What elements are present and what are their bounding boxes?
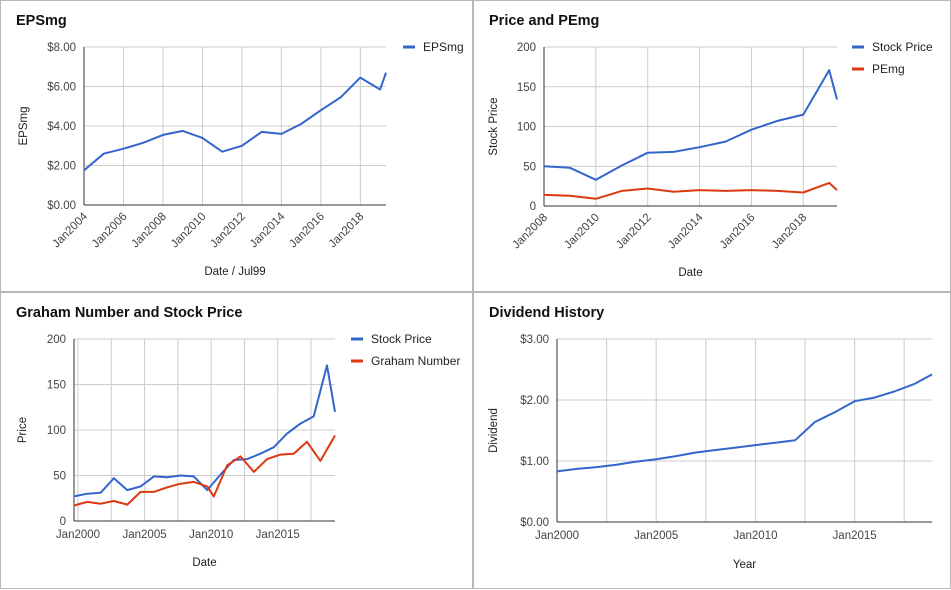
series-line-pemg xyxy=(543,181,838,200)
chart-panel-graham: 0 50 100 150 200 Jan2000 Jan2005 Jan2010 Jan2015… xyxy=(0,292,473,589)
y-tick-label: $1.00 xyxy=(520,456,549,468)
y-tick-label: 100 xyxy=(47,425,66,437)
x-tick-label: Jan2014 xyxy=(666,211,706,251)
series-line-stock-price xyxy=(543,69,838,181)
legend-label-graham-number: Graham Number xyxy=(371,354,460,368)
y-axis-label: Price xyxy=(17,417,29,443)
y-tick-label: $2.00 xyxy=(47,161,76,173)
x-tick-label: Jan2010 xyxy=(562,212,602,252)
y-tick-label: 0 xyxy=(60,516,66,528)
y-tick-label: $0.00 xyxy=(520,517,549,529)
x-tick-label: Jan2006 xyxy=(90,211,130,251)
chart-panel-epsmg: $0.00 $2.00 $4.00 $6.00 $8.00 Jan2004 Jan2006 J… xyxy=(0,0,473,292)
chart-title: Price and PEmg xyxy=(489,13,600,29)
x-tick-label: Jan2010 xyxy=(169,211,209,251)
series-line-epsmg xyxy=(83,72,387,172)
x-tick-label: Jan2008 xyxy=(129,211,169,251)
series-line-graham-number xyxy=(73,435,336,507)
x-tick-label: Jan2004 xyxy=(50,210,90,250)
x-tick-label: Jan2010 xyxy=(189,529,233,541)
legend-label-stock-price: Stock Price xyxy=(872,40,933,54)
chart-title: Dividend History xyxy=(489,305,605,321)
y-axis-label: Dividend xyxy=(488,408,500,453)
x-tick-label: Jan2010 xyxy=(733,530,777,542)
series-line-dividend xyxy=(556,373,933,473)
x-tick-label: Jan2015 xyxy=(833,530,877,542)
y-tick-label: 200 xyxy=(47,334,66,346)
legend-label-epsmg: EPSmg xyxy=(423,40,464,54)
y-tick-label: 100 xyxy=(517,122,536,134)
x-tick-label: Jan2018 xyxy=(327,211,367,251)
chart-panel-dividend: $0.00 $1.00 $2.00 $3.00 Jan2000 Jan2005 Jan201… xyxy=(473,292,951,589)
x-tick-label: Jan2014 xyxy=(248,210,288,250)
y-tick-label: $2.00 xyxy=(520,395,549,407)
y-axis-label: EPSmg xyxy=(18,107,30,146)
y-tick-label: $6.00 xyxy=(47,82,76,94)
x-tick-label: Jan2008 xyxy=(510,212,550,252)
x-tick-label: Jan2018 xyxy=(770,212,810,252)
y-axis-label: Stock Price xyxy=(488,97,500,155)
y-tick-label: $3.00 xyxy=(520,334,549,346)
x-tick-label: Jan2012 xyxy=(614,212,654,252)
legend-label-pemg: PEmg xyxy=(872,62,905,76)
y-tick-label: $4.00 xyxy=(47,121,76,133)
legend-label-stock-price: Stock Price xyxy=(371,332,432,346)
chart-title: EPSmg xyxy=(16,13,67,29)
y-tick-label: 150 xyxy=(517,82,536,94)
x-tick-label: Jan2005 xyxy=(123,529,167,541)
y-tick-label: 150 xyxy=(47,380,66,392)
x-tick-label: Jan2000 xyxy=(56,529,100,541)
x-axis-label: Date xyxy=(192,557,216,569)
y-tick-label: 50 xyxy=(523,161,536,173)
y-tick-label: $8.00 xyxy=(47,42,76,54)
chart-svg-price-pemg: 0 50 100 150 200 Jan2008 Jan2010 Jan2012 Jan2014… xyxy=(488,40,933,279)
x-tick-label: Jan2012 xyxy=(208,211,248,251)
series-line-stock-price xyxy=(73,364,336,498)
y-tick-label: 0 xyxy=(530,201,536,213)
y-tick-label: 50 xyxy=(53,471,66,483)
chart-panel-price-pemg: 0 50 100 150 200 Jan2008 Jan2010 Jan2012 Jan2014… xyxy=(473,0,951,292)
x-tick-label: Jan2016 xyxy=(287,211,327,251)
chart-title: Graham Number and Stock Price xyxy=(16,305,243,321)
chart-svg-graham: 0 50 100 150 200 Jan2000 Jan2005 Jan2010 Jan2015… xyxy=(17,332,460,569)
x-axis-label: Date xyxy=(678,267,702,279)
y-tick-label: $0.00 xyxy=(47,200,76,212)
x-tick-label: Jan2016 xyxy=(718,212,758,252)
x-tick-label: Jan2015 xyxy=(256,529,300,541)
x-tick-label: Jan2005 xyxy=(634,530,678,542)
y-tick-label: 200 xyxy=(517,42,536,54)
chart-svg-dividend: $0.00 $1.00 $2.00 $3.00 Jan2000 Jan2005 Jan201… xyxy=(488,334,933,571)
x-axis-label: Date / Jul99 xyxy=(204,266,265,278)
x-axis-label: Year xyxy=(733,559,756,571)
x-tick-label: Jan2000 xyxy=(535,530,579,542)
